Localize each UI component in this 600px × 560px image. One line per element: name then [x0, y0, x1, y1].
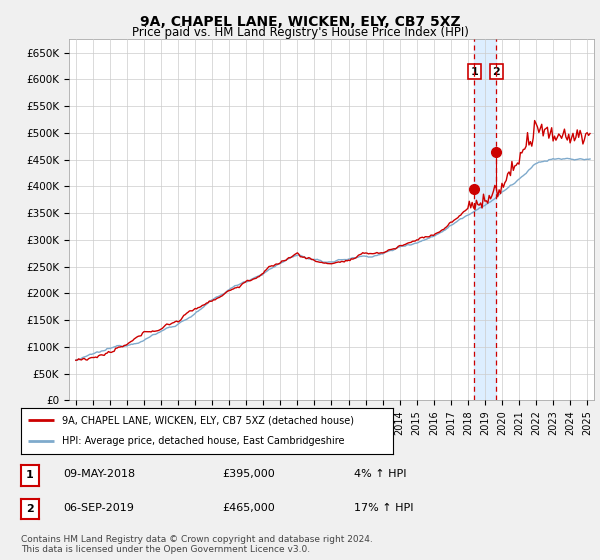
Text: HPI: Average price, detached house, East Cambridgeshire: HPI: Average price, detached house, East… [62, 436, 344, 446]
Text: 9A, CHAPEL LANE, WICKEN, ELY, CB7 5XZ (detached house): 9A, CHAPEL LANE, WICKEN, ELY, CB7 5XZ (d… [62, 415, 354, 425]
Bar [474, 39, 496, 400]
Text: 4% ↑ HPI: 4% ↑ HPI [354, 469, 407, 479]
Text: 06-SEP-2019: 06-SEP-2019 [63, 503, 134, 513]
Text: Price paid vs. HM Land Registry's House Price Index (HPI): Price paid vs. HM Land Registry's House … [131, 26, 469, 39]
Text: Contains HM Land Registry data © Crown copyright and database right 2024.
This d: Contains HM Land Registry data © Crown c… [21, 535, 373, 554]
Text: £395,000: £395,000 [222, 469, 275, 479]
Text: 1: 1 [470, 67, 478, 77]
Text: 09-MAY-2018: 09-MAY-2018 [63, 469, 135, 479]
Text: 1: 1 [26, 470, 34, 480]
Text: 2: 2 [26, 504, 34, 514]
Text: 17% ↑ HPI: 17% ↑ HPI [354, 503, 413, 513]
Text: 9A, CHAPEL LANE, WICKEN, ELY, CB7 5XZ: 9A, CHAPEL LANE, WICKEN, ELY, CB7 5XZ [140, 15, 460, 29]
Text: £465,000: £465,000 [222, 503, 275, 513]
Text: 2: 2 [493, 67, 500, 77]
